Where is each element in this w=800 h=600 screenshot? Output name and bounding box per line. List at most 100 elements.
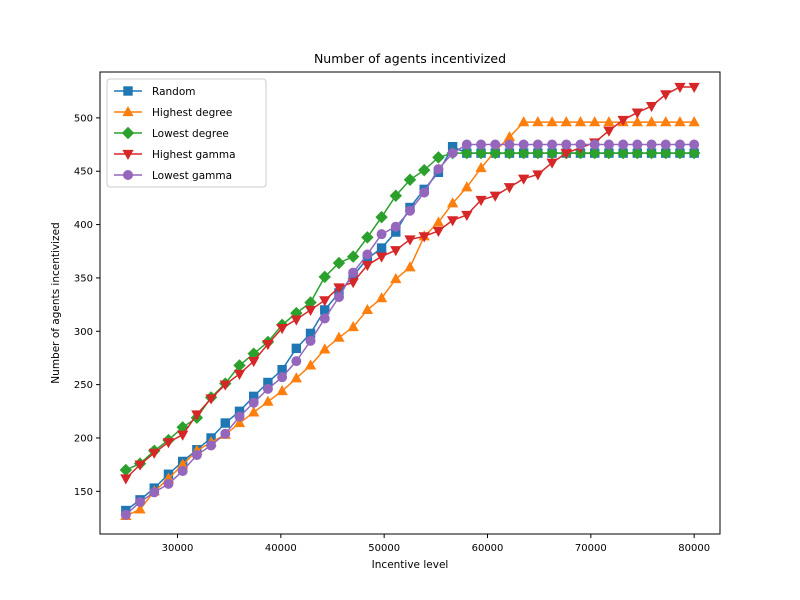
data-point-highest-degree: [404, 261, 416, 272]
data-point-lowest-degree: [645, 146, 658, 160]
data-point-highest-gamma: [518, 174, 530, 185]
data-point-lowest-gamma: [504, 139, 515, 150]
data-point-highest-gamma: [361, 261, 374, 272]
data-point-highest-degree: [631, 116, 643, 127]
data-point-lowest-gamma: [291, 356, 302, 367]
data-point-lowest-gamma: [603, 139, 614, 150]
data-point-lowest-degree: [545, 146, 559, 160]
data-point-highest-degree: [446, 197, 459, 208]
data-point-lowest-degree: [616, 146, 630, 160]
data-point-highest-gamma: [688, 82, 700, 93]
data-point-lowest-degree: [460, 146, 474, 160]
data-point-lowest-gamma: [433, 164, 444, 175]
data-point-highest-degree: [660, 116, 672, 127]
data-point-lowest-gamma: [319, 313, 330, 324]
data-point-lowest-degree: [531, 146, 545, 160]
data-point-lowest-gamma: [660, 139, 671, 150]
series-line-lowest-degree: [125, 152, 695, 471]
data-point-random: [291, 343, 302, 354]
data-point-highest-gamma: [603, 126, 615, 137]
data-point-lowest-degree: [375, 210, 388, 224]
data-point-highest-gamma: [219, 380, 231, 391]
data-point-random: [220, 418, 230, 428]
data-point-lowest-gamma: [149, 487, 160, 498]
data-point-lowest-degree: [489, 146, 502, 160]
data-point-highest-gamma: [248, 357, 260, 368]
data-point-lowest-gamma: [206, 440, 217, 451]
x-tick-label: 50000: [368, 543, 400, 554]
data-point-highest-gamma: [347, 278, 359, 289]
data-point-lowest-degree: [389, 189, 402, 202]
x-tick-label: 60000: [472, 543, 504, 554]
data-point-lowest-degree: [659, 146, 672, 160]
data-point-highest-degree: [262, 395, 274, 406]
data-point-lowest-gamma: [220, 428, 231, 439]
data-point-highest-degree: [688, 116, 700, 127]
legend-label: Highest gamma: [152, 149, 236, 161]
data-point-highest-gamma: [432, 226, 445, 238]
data-point-lowest-gamma: [447, 148, 458, 159]
legend-item-highest-gamma: Highest gamma: [114, 149, 236, 161]
legend-item-lowest-gamma: Lowest gamma: [114, 170, 232, 182]
data-point-lowest-gamma: [419, 187, 430, 198]
data-point-highest-degree: [574, 116, 587, 127]
data-point-lowest-gamma: [376, 229, 387, 240]
x-axis-label: Incentive level: [372, 559, 449, 571]
plot-frame: [99, 71, 721, 535]
x-tick-label: 80000: [678, 543, 710, 554]
series-random: [121, 141, 699, 516]
data-point-lowest-gamma: [589, 139, 600, 150]
data-point-highest-gamma: [418, 232, 430, 243]
data-point-highest-degree: [518, 116, 530, 127]
data-point-highest-gamma: [645, 102, 658, 113]
data-point-lowest-degree: [403, 173, 417, 186]
data-point-highest-gamma: [177, 430, 189, 441]
data-point-highest-degree: [475, 162, 487, 173]
legend: Random Highest degree Lowest degree Highest…: [106, 78, 267, 188]
data-point-highest-degree: [645, 116, 658, 127]
data-point-lowest-gamma: [390, 221, 401, 232]
series-highest-gamma: [120, 82, 700, 485]
data-point-lowest-gamma: [646, 139, 657, 150]
data-point-highest-gamma: [375, 252, 388, 263]
legend-marker: [123, 170, 133, 180]
data-point-lowest-gamma: [632, 139, 643, 150]
legend-label: Random: [152, 86, 195, 98]
y-tick-label: 400: [74, 220, 93, 231]
data-point-lowest-degree: [503, 146, 516, 160]
data-point-lowest-degree: [346, 250, 360, 263]
data-point-highest-gamma: [262, 339, 274, 351]
data-point-highest-gamma: [489, 191, 501, 202]
legend-marker: [123, 86, 133, 96]
x-axis: 30000 40000 50000 60000 70000 80000: [162, 534, 710, 554]
data-point-highest-degree: [432, 216, 445, 227]
y-tick-label: 300: [74, 327, 93, 338]
data-point-highest-gamma: [532, 170, 544, 181]
y-tick-label: 450: [74, 167, 93, 178]
data-point-highest-degree: [290, 372, 302, 383]
y-tick-label: 250: [74, 380, 93, 391]
data-point-lowest-gamma: [305, 335, 316, 346]
data-point-lowest-gamma: [362, 249, 373, 260]
data-point-highest-gamma: [475, 195, 487, 207]
legend-label: Highest degree: [152, 107, 232, 119]
data-point-highest-gamma: [446, 216, 459, 227]
data-point-lowest-gamma: [333, 292, 344, 303]
data-point-lowest-gamma: [575, 139, 586, 150]
data-point-lowest-degree: [602, 146, 616, 160]
data-point-highest-gamma: [503, 183, 516, 194]
data-point-highest-gamma: [333, 283, 345, 294]
data-point-highest-degree: [390, 272, 402, 284]
data-point-highest-gamma: [304, 305, 317, 316]
data-point-lowest-degree: [687, 146, 701, 160]
x-tick-label: 70000: [575, 543, 607, 554]
data-point-lowest-gamma: [532, 139, 543, 150]
data-point-highest-gamma: [134, 460, 146, 471]
data-point-highest-degree: [361, 303, 374, 315]
data-point-lowest-gamma: [277, 372, 288, 383]
data-point-highest-degree: [304, 359, 317, 370]
data-point-highest-gamma: [120, 474, 132, 485]
data-point-lowest-gamma: [248, 397, 259, 408]
data-point-highest-gamma: [404, 235, 416, 246]
